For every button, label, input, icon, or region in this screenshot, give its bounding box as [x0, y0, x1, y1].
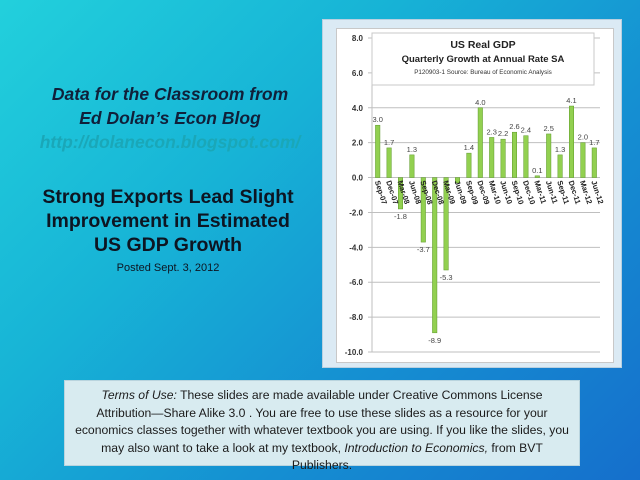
headline: Strong Exports Lead Slight Improvement i… — [18, 185, 318, 257]
data-label: -8.9 — [428, 336, 441, 345]
y-tick-label: 0.0 — [352, 174, 364, 183]
bar-Dec-10 — [523, 135, 529, 178]
y-tick-label: 2.0 — [352, 139, 364, 148]
data-label: -5.3 — [440, 273, 453, 282]
blog-url-link[interactable]: http://dolanecon.blogspot.com/ — [39, 132, 301, 152]
bar-Mar-09 — [443, 177, 449, 271]
data-label: 2.5 — [543, 124, 553, 133]
bar-Jun-12 — [591, 147, 597, 178]
y-tick-label: -8.0 — [349, 313, 363, 322]
title-line-1: Data for the Classroom from — [51, 84, 289, 104]
bar-Mar-12 — [580, 142, 586, 178]
terms-text-2: from BVT Publishers. — [291, 440, 543, 473]
data-label: 2.6 — [509, 122, 519, 131]
data-label: 0.1 — [532, 166, 542, 175]
bar-Mar-10 — [489, 137, 495, 178]
data-label: -3.7 — [417, 245, 430, 254]
data-label: 1.4 — [464, 143, 474, 152]
data-label: 2.3 — [486, 127, 496, 136]
y-tick-label: -6.0 — [349, 278, 363, 287]
data-label: 1.3 — [407, 145, 417, 154]
terms-label: Terms of Use: — [101, 388, 177, 402]
bar-Dec-09 — [477, 107, 483, 178]
title-line-2: Ed Dolan’s Econ Blog — [79, 108, 261, 128]
chart-source: P120903-1 Source: Bureau of Economic Ana… — [414, 69, 552, 76]
y-tick-label: -4.0 — [349, 243, 363, 252]
headline-line-1: Strong Exports Lead Slight — [42, 186, 294, 208]
bar-Mar-11 — [534, 175, 540, 178]
bar-Sep-09 — [466, 152, 472, 178]
bar-Sep-08 — [420, 177, 426, 243]
bar-Dec-07 — [386, 147, 392, 178]
terms-text-1: These slides are made available under Cr… — [75, 388, 569, 455]
bar-Sep-10 — [512, 131, 517, 178]
y-tick-label: 6.0 — [352, 69, 364, 78]
data-label: 3.0 — [372, 115, 382, 124]
y-tick-label: -10.0 — [345, 348, 364, 357]
data-label: 4.0 — [475, 98, 485, 107]
chart-subtitle: Quarterly Growth at Annual Rate SA — [402, 54, 565, 65]
terms-of-use-box: Terms of Use: These slides are made avai… — [64, 380, 580, 472]
bar-Dec-11 — [569, 105, 574, 178]
data-label: 1.3 — [555, 145, 565, 154]
chart-title-box — [371, 32, 595, 86]
y-tick-label: -2.0 — [349, 208, 363, 217]
bar-Sep-11 — [557, 154, 563, 178]
bar-Jun-11 — [546, 133, 552, 178]
data-label: 2.2 — [498, 129, 508, 138]
chart-title: US Real GDP — [450, 39, 515, 51]
chart-bars — [375, 105, 597, 334]
chart-y-axis: 8.0 6.0 4.0 2.0 0.0 -2.0 -4.0 -6.0 -8.0 -10.0 — [345, 34, 373, 357]
headline-line-3: US GDP Growth — [93, 234, 243, 256]
slide-title: Data for the Classroom from Ed Dolan’s E… — [20, 82, 320, 130]
posted-date: Posted Sept. 3, 2012 — [116, 262, 220, 274]
data-label: 1.7 — [589, 138, 599, 147]
data-label: 4.1 — [566, 96, 576, 105]
chart-data-labels: 3.0 1.7 -1.8 1.3 -3.7 -8.9 -5.3 1.4 4.0 2.3 2.22.6… — [372, 96, 599, 345]
data-label: -1.8 — [394, 212, 407, 221]
data-label: 2.4 — [521, 126, 531, 135]
bar-Jun-08 — [409, 154, 415, 178]
chart-x-labels: Sep-07Dec-07Mar-08Jun-08Sep-08Dec-08Mar-… — [373, 179, 606, 205]
data-label: 2.0 — [578, 133, 588, 142]
y-tick-label: 8.0 — [352, 34, 364, 43]
bar-Jun-09 — [455, 177, 460, 184]
bar-Jun-10 — [500, 138, 506, 178]
headline-line-2: Improvement in Estimated — [46, 210, 290, 232]
bar-Mar-08 — [398, 177, 403, 210]
bar-Sep-07 — [375, 124, 381, 178]
textbook-title: Introduction to Economics, — [344, 440, 488, 455]
bar-Dec-08 — [432, 177, 438, 334]
data-label: 1.7 — [384, 138, 394, 147]
y-tick-label: 4.0 — [352, 104, 364, 113]
